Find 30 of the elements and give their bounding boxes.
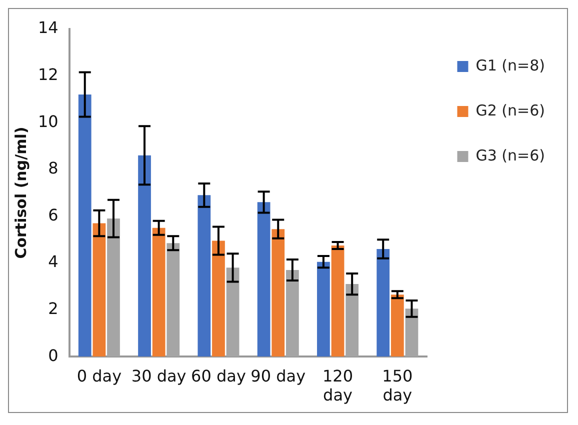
- bar: [331, 245, 344, 357]
- y-tick-label: 10: [38, 112, 58, 131]
- bar: [376, 248, 390, 357]
- bar: [257, 202, 270, 357]
- legend-label: G1 (n=8): [476, 56, 546, 74]
- bar: [138, 155, 151, 357]
- bar: [198, 195, 211, 357]
- bar: [92, 223, 106, 357]
- x-tick-label: 150 day: [382, 366, 413, 405]
- legend-label: G2 (n=6): [476, 101, 546, 120]
- x-tick-label: 120 day: [322, 366, 354, 405]
- y-tick-label: 6: [48, 205, 58, 224]
- y-tick-label: 4: [48, 252, 58, 272]
- bar: [78, 94, 92, 357]
- y-tick-label: 2: [48, 298, 58, 318]
- bar: [317, 262, 330, 357]
- y-tick-label: 8: [48, 158, 58, 178]
- x-tick-label: 90 day: [250, 366, 306, 386]
- bar: [152, 228, 166, 357]
- bar: [272, 229, 285, 357]
- y-tick-label: 0: [48, 346, 58, 365]
- bar: [390, 294, 404, 357]
- y-tick-label: 14: [38, 18, 58, 38]
- y-axis-title: Cortisol (ng/ml): [12, 126, 30, 259]
- x-tick-label: 0 day: [76, 366, 122, 386]
- x-tick-label: 60 day: [191, 366, 246, 386]
- legend-label: G3 (n=6): [476, 146, 546, 164]
- bar: [212, 240, 225, 357]
- y-tick-label: 12: [38, 64, 58, 84]
- x-tick-label: 30 day: [131, 366, 186, 386]
